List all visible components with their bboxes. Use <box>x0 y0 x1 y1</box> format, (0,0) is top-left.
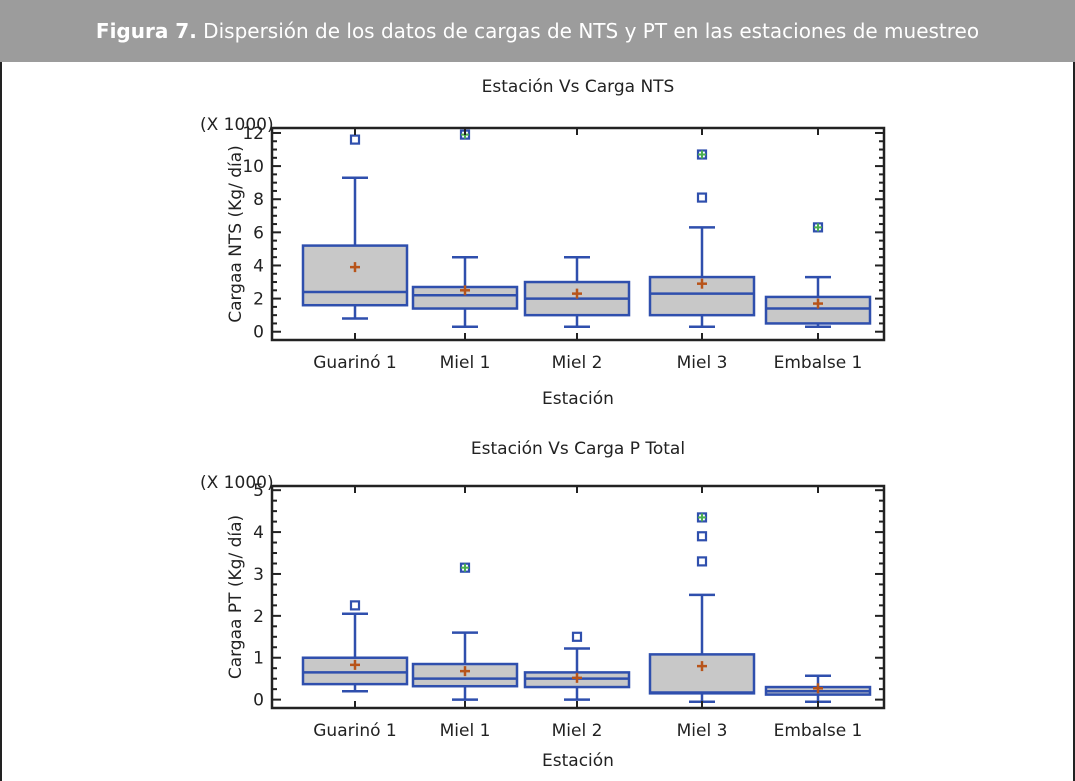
chart-title: Estación Vs Carga NTS <box>482 77 675 97</box>
y-scale-note: (X 1000) <box>200 473 274 493</box>
x-tick-label: Embalse 1 <box>774 721 863 741</box>
box-embalse-1 <box>764 674 872 703</box>
x-tick-label: Guarinó 1 <box>313 353 396 373</box>
figure-label: Figura 7. <box>95 19 197 43</box>
y-tick-label: 1 <box>253 649 264 669</box>
outlier-point <box>696 531 708 542</box>
outlier-point <box>571 631 583 642</box>
y-tick-label: 12 <box>242 124 264 144</box>
box-miel-2 <box>523 255 631 328</box>
x-axis-label: Estación <box>542 389 614 409</box>
x-tick-label: Miel 2 <box>552 353 603 373</box>
y-tick-label: 4 <box>253 523 264 543</box>
y-scale-note: (X 1000) <box>200 115 274 135</box>
outlier-point <box>349 600 361 611</box>
box-miel-3 <box>648 149 756 328</box>
y-tick-label: 0 <box>253 691 264 711</box>
chart-title: Estación Vs Carga P Total <box>471 439 685 459</box>
y-tick-label: 3 <box>253 565 264 585</box>
box-miel-1 <box>411 129 519 328</box>
box-guarinó-1 <box>301 600 409 693</box>
chart-2: Estación Vs Carga P Total Guarinó 1 Miel 1… <box>200 439 886 771</box>
y-tick-label: 8 <box>253 190 264 210</box>
chart-1: Estación Vs Carga NTS Guarinó 1 Miel 1 Miel… <box>200 77 886 409</box>
x-axis-label: Estación <box>542 751 614 771</box>
x-tick-label: Miel 3 <box>677 353 728 373</box>
box-guarinó-1 <box>301 134 409 320</box>
outlier-point <box>696 556 708 567</box>
box-miel-3 <box>648 512 756 703</box>
box-miel-1 <box>411 562 519 701</box>
x-tick-label: Embalse 1 <box>774 353 863 373</box>
outlier-point <box>349 134 361 145</box>
y-tick-label: 2 <box>253 607 264 627</box>
box-iqr <box>648 653 756 695</box>
y-tick-label: 0 <box>253 323 264 343</box>
y-tick-label: 2 <box>253 290 264 310</box>
y-tick-label: 10 <box>242 157 264 177</box>
x-tick-label: Miel 2 <box>552 721 603 741</box>
x-tick-label: Miel 3 <box>677 721 728 741</box>
x-tick-label: Miel 1 <box>440 353 491 373</box>
y-axis-label: Cargaa PT (Kg/ día) <box>226 515 246 679</box>
x-tick-label: Guarinó 1 <box>313 721 396 741</box>
boxplot-charts: Estación Vs Carga NTS Guarinó 1 Miel 1 Miel… <box>200 77 886 771</box>
y-axis-label: Cargaa NTS (Kg/ día) <box>226 145 246 323</box>
box-iqr <box>301 244 409 307</box>
y-tick-label: 5 <box>253 481 264 501</box>
plot-frame <box>270 126 886 342</box>
box-miel-2 <box>523 631 631 701</box>
plot-frame <box>270 484 886 710</box>
x-tick-label: Miel 1 <box>440 721 491 741</box>
box-embalse-1 <box>764 222 872 328</box>
y-tick-label: 6 <box>253 223 264 243</box>
y-tick-label: 4 <box>253 256 264 276</box>
outlier-point <box>696 192 708 203</box>
figure-caption: Figura 7. Dispersión de los datos de car… <box>0 0 1075 62</box>
figure-caption-text: Dispersión de los datos de cargas de NTS… <box>196 19 980 43</box>
